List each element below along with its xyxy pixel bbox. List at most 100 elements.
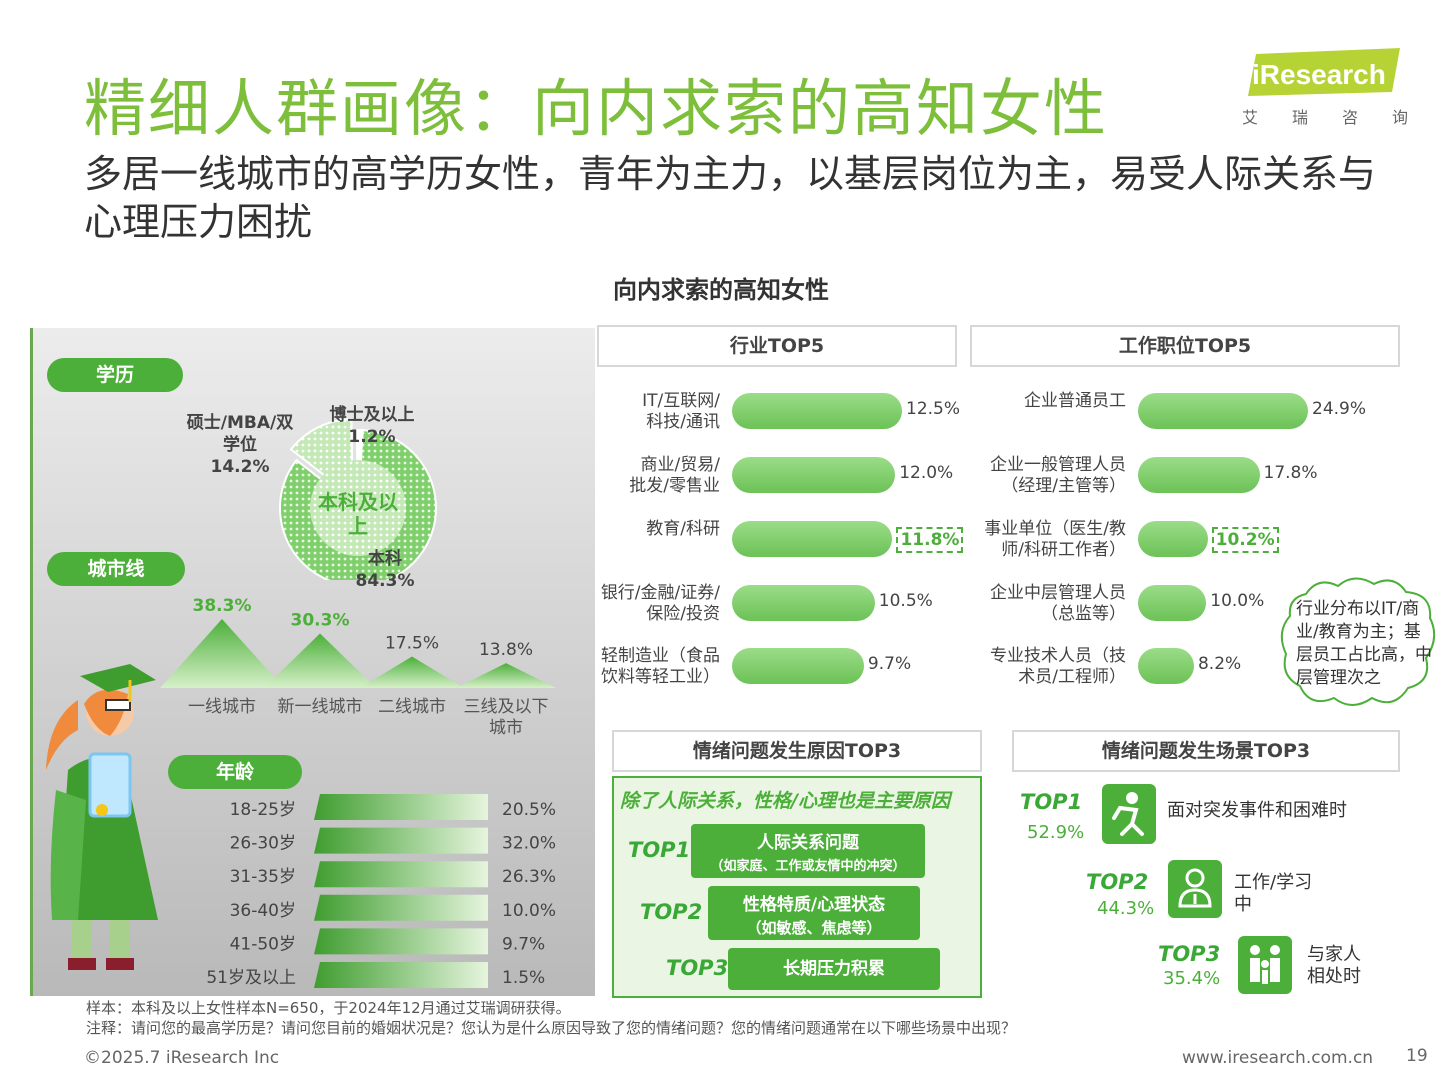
age-label: 年龄 <box>168 755 302 789</box>
cause-headline: 除了人际关系，性格/心理也是主要原因 <box>620 790 950 812</box>
age-bar <box>314 894 488 921</box>
page-number: 19 <box>1406 1046 1428 1066</box>
age-bar <box>314 827 488 854</box>
scene-label-3: 与家人相处时 <box>1307 944 1361 987</box>
bar-category-label: 企业中层管理人员 （总监等） <box>990 583 1126 624</box>
callout-cloud <box>1280 577 1436 706</box>
cause-item-3: 长期压力积累 <box>728 948 940 990</box>
bar-value-label: 10.2% <box>1211 527 1279 553</box>
age-category-label: 26-30岁 <box>230 834 296 854</box>
scene-pct-1: 52.9% <box>1027 822 1085 843</box>
scene-panel-title: 情绪问题发生场景TOP3 <box>1012 730 1400 772</box>
bar-category-label: 教育/科研 <box>646 519 720 539</box>
cause-rank-3: TOP3 <box>666 956 729 980</box>
age-bar <box>314 861 488 888</box>
scene-label-2: 工作/学习中 <box>1234 872 1313 915</box>
city-value-label: 17.5% <box>385 634 439 654</box>
age-category-label: 41-50岁 <box>230 934 296 954</box>
city-mountain <box>360 656 464 688</box>
cause-panel-title: 情绪问题发生原因TOP3 <box>612 730 982 772</box>
family-icon <box>1238 936 1292 994</box>
callout-text: 行业分布以IT/商业/教育为主；基层员工占比高，中层管理次之 <box>1296 599 1432 688</box>
education-donut <box>279 418 437 580</box>
donut-center <box>310 460 406 556</box>
city-mountain <box>264 633 376 688</box>
graduate-illustration <box>46 664 158 970</box>
bar <box>1138 521 1208 557</box>
footer-url: www.iresearch.com.cn <box>1182 1048 1374 1068</box>
cause-item-1: 人际关系问题 （如家庭、工作或友情中的冲突） <box>691 824 925 878</box>
age-category-label: 31-35岁 <box>230 867 296 887</box>
bar-category-label: 专业技术人员（技 术员/工程师） <box>990 646 1126 687</box>
city-category-label: 一线城市 <box>188 697 256 717</box>
page-title: 精细人群画像：向内求索的高知女性 <box>84 72 1109 145</box>
scene-label-1: 面对突发事件和困难时 <box>1167 800 1347 821</box>
bar-value-label: 9.7% <box>867 654 912 674</box>
bar <box>1138 393 1308 429</box>
position-panel-title: 工作职位TOP5 <box>970 325 1400 367</box>
city-category-label: 新一线城市 <box>278 697 363 717</box>
age-category-label: 18-25岁 <box>230 800 296 820</box>
bar-value-label: 12.5% <box>906 399 961 419</box>
bar <box>732 393 902 429</box>
scene-rank-3: TOP3 <box>1158 942 1221 966</box>
bar <box>1138 648 1194 684</box>
bar-value-label: 8.2% <box>1197 654 1242 674</box>
falling-person-icon <box>1102 784 1156 844</box>
iresearch-logo: iResearch <box>1242 48 1402 98</box>
bar-category-label: 企业普通员工 <box>1024 391 1126 411</box>
edu-phd-label: 博士及以上 1.2% <box>329 405 415 447</box>
edu-master-label: 硕士/MBA/双学位 14.2% <box>186 413 294 477</box>
edu-bachelor-label: 本科 84.3% <box>355 549 415 591</box>
age-value-label: 9.7% <box>502 934 545 954</box>
scene-pct-3: 35.4% <box>1163 968 1221 989</box>
footer-copyright: ©2025.7 iResearch Inc <box>84 1048 280 1068</box>
logo-shape-icon: iResearch <box>1248 48 1400 96</box>
bar-value-label: 10.5% <box>878 591 933 611</box>
bar <box>732 521 893 557</box>
bar-category-label: 企业一般管理人员 （经理/主管等） <box>990 455 1126 496</box>
bar <box>732 585 875 621</box>
education-label: 学历 <box>47 358 183 392</box>
logo-subtitle: 艾瑞咨询 <box>1242 108 1408 127</box>
footer-sample: 样本：本科及以上女性样本N=650，于2024年12月通过艾瑞调研获得。 <box>86 999 571 1017</box>
bar-value-label: 12.0% <box>899 463 954 483</box>
bar-category-label: 轻制造业（食品 饮料等轻工业） <box>601 646 720 687</box>
donut-slice-bachelor <box>279 429 437 580</box>
logo-text: iResearch <box>1252 59 1386 90</box>
bar <box>732 457 896 493</box>
age-category-label: 36-40岁 <box>230 901 296 921</box>
bar-category-label: IT/互联网/科技/通讯 <box>642 391 720 432</box>
bar-category-label: 银行/金融/证券/保险/投资 <box>600 583 720 624</box>
age-value-label: 26.3% <box>502 867 556 887</box>
age-chart: 18-25岁 20.5% 26-30岁 32.0% 31-35岁 26.3% 36-40岁 1… <box>206 794 556 988</box>
age-bar <box>314 928 488 955</box>
bar-value-label: 24.9% <box>1312 399 1367 419</box>
bar-category-label: 事业单位（医生/教 师/科研工作者） <box>984 519 1126 560</box>
scene-rank-1: TOP1 <box>1020 790 1083 814</box>
city-value-label: 38.3% <box>193 596 252 616</box>
bar <box>732 648 864 684</box>
bar <box>1138 457 1260 493</box>
scene-rank-2: TOP2 <box>1086 870 1149 894</box>
age-bar <box>314 794 488 820</box>
bar-category-label: 商业/贸易/批发/零售业 <box>629 455 720 496</box>
bar-value-label: 11.8% <box>896 527 964 553</box>
section-title: 向内求索的高知女性 <box>613 276 829 304</box>
age-value-label: 32.0% <box>502 834 556 854</box>
city-value-label: 30.3% <box>291 610 350 630</box>
age-value-label: 10.0% <box>502 901 556 921</box>
city-mountain <box>160 619 284 688</box>
cause-item-2: 性格特质/心理状态 （如敏感、焦虑等） <box>708 886 920 940</box>
cause-rank-2: TOP2 <box>640 900 703 924</box>
city-category-label: 三线及以下 <box>464 697 549 717</box>
industry-panel-title: 行业TOP5 <box>597 325 957 367</box>
city-value-label: 13.8% <box>479 640 533 660</box>
scene-pct-2: 44.3% <box>1097 898 1155 919</box>
bar-value-label: 17.8% <box>1263 463 1318 483</box>
bar <box>1138 585 1207 621</box>
worker-icon <box>1168 860 1222 918</box>
cause-rank-1: TOP1 <box>628 838 691 862</box>
donut-center-label: 本科及以上 <box>318 490 398 538</box>
